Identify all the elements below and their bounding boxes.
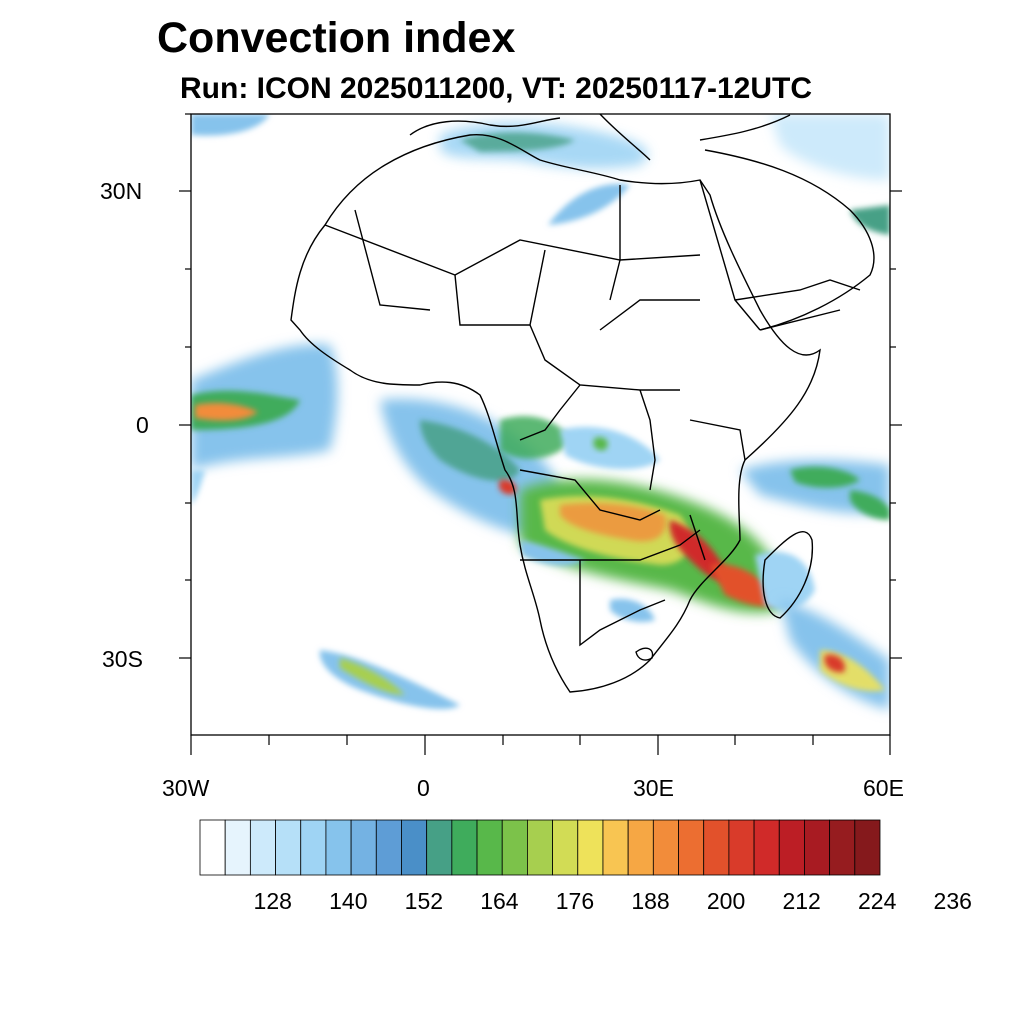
- field-med-core: [460, 132, 575, 152]
- colorbar: [199, 819, 881, 876]
- colorbar-swatch: [527, 819, 553, 876]
- colorbar-swatch: [501, 819, 528, 876]
- field-sa-south: [610, 598, 655, 622]
- colorbar-swatch: [426, 819, 453, 876]
- colorbar-label: 224: [858, 888, 897, 914]
- border-line: [529, 324, 680, 391]
- border-line: [609, 185, 621, 301]
- colorbar-swatch: [778, 819, 805, 876]
- colorbar-label: 236: [933, 888, 972, 914]
- border-line: [734, 279, 861, 301]
- colorbar-swatch: [476, 819, 503, 876]
- madagascar: [762, 531, 814, 619]
- field-congo: [500, 416, 570, 459]
- lon-label-30w: 30W: [162, 775, 210, 801]
- field-atlantic-south: [191, 470, 205, 505]
- field-central-spot: [593, 437, 608, 451]
- field-west-ang: [520, 540, 585, 566]
- field-arabia-edge: [850, 205, 890, 235]
- colorbar-swatch: [678, 819, 705, 876]
- colorbar-swatch: [199, 819, 226, 876]
- field-nw: [191, 114, 270, 136]
- colorbar-label: 164: [480, 888, 519, 914]
- colorbar-label: 128: [253, 888, 292, 914]
- lat-label-0: 0: [136, 412, 149, 438]
- colorbar-swatch: [325, 819, 352, 876]
- field-sa-orange: [560, 503, 666, 542]
- africa-coastline: [290, 134, 821, 693]
- field-satl-core: [340, 658, 405, 695]
- field-io-south-red: [824, 654, 845, 673]
- field-sahara: [548, 184, 630, 225]
- border-line: [519, 469, 661, 521]
- colorbar-swatch: [829, 819, 856, 876]
- map-lines: [290, 114, 875, 693]
- field-madagascar: [755, 551, 815, 610]
- colorbar-swatch: [753, 819, 780, 876]
- colorbar-swatch: [350, 819, 377, 876]
- border-line: [689, 419, 746, 461]
- colorbar-swatch: [728, 819, 755, 876]
- colorbar-swatch: [300, 819, 327, 876]
- chart-title: Convection index: [157, 14, 516, 62]
- chart-subtitle: Run: ICON 2025011200, VT: 20250117-12UTC: [180, 72, 813, 105]
- colorbar-swatch: [249, 819, 276, 876]
- lon-label-60e: 60E: [863, 775, 904, 801]
- lon-label-0: 0: [417, 775, 430, 801]
- colorbar-swatch: [652, 819, 679, 876]
- border-line: [520, 529, 701, 561]
- colorbar-swatch: [577, 819, 604, 876]
- field-ne: [770, 114, 890, 180]
- colorbar-label: 140: [329, 888, 368, 914]
- border-line: [599, 299, 700, 331]
- field-east-congo: [560, 426, 660, 470]
- colorbar-label: 212: [782, 888, 821, 914]
- colorbar-label: 152: [404, 888, 444, 914]
- colorbar-label: 200: [706, 888, 746, 914]
- lat-label-30n: 30N: [100, 178, 143, 204]
- lat-label-30s: 30S: [102, 646, 143, 672]
- field-atlantic-core: [195, 402, 258, 421]
- colorbar-swatch: [804, 819, 831, 876]
- colorbar-label: 188: [631, 888, 670, 914]
- colorbar-swatch: [602, 819, 629, 876]
- border-line: [519, 384, 581, 441]
- field-moz-coast: [710, 564, 780, 607]
- colorbar-swatch: [224, 819, 251, 876]
- border-line: [639, 389, 656, 491]
- lon-label-30e: 30E: [633, 775, 674, 801]
- border-line: [454, 249, 546, 326]
- border-line: [354, 209, 431, 311]
- field-guinea-mid: [420, 420, 520, 481]
- field-io-green: [790, 466, 860, 488]
- colorbar-swatch: [703, 819, 730, 876]
- colorbar-swatch: [854, 819, 881, 876]
- arabia: [704, 149, 875, 331]
- precip-field: [191, 114, 890, 710]
- axis-ticks: [179, 113, 902, 755]
- colorbar-swatch: [375, 819, 402, 876]
- colorbar-swatch: [552, 819, 579, 876]
- border-line: [699, 179, 761, 331]
- field-io-east: [850, 490, 890, 520]
- border-line: [579, 560, 666, 647]
- colorbar-swatch: [451, 819, 478, 876]
- europe-coast: [409, 114, 791, 161]
- colorbar-swatch: [275, 819, 302, 876]
- colorbar-swatch: [627, 819, 654, 876]
- colorbar-label: 176: [555, 888, 595, 914]
- colorbar-swatch: [401, 819, 428, 876]
- malawi: [689, 514, 706, 561]
- border-line: [324, 224, 701, 276]
- lesotho: [635, 647, 654, 661]
